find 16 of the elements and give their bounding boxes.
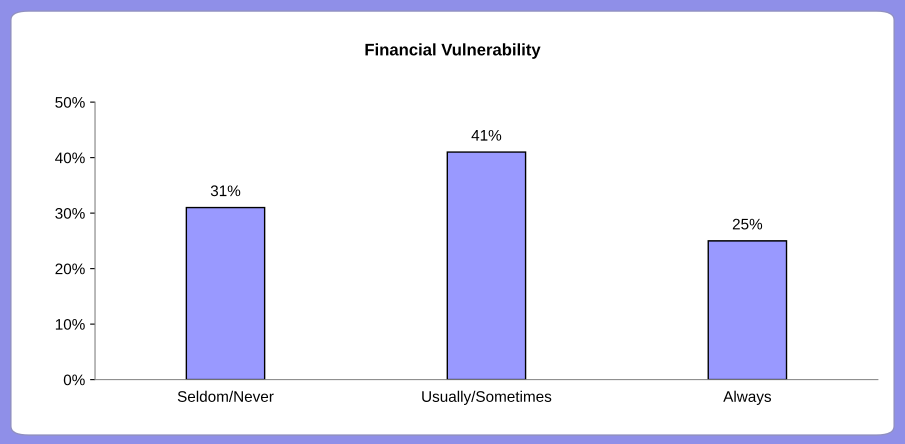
y-tick-label: 10% <box>56 318 85 330</box>
chart-title: Financial Vulnerability <box>365 43 541 59</box>
x-tick-label: Seldom/Never <box>178 390 274 402</box>
bar <box>186 206 266 380</box>
bar <box>708 240 788 380</box>
y-tick-label: 20% <box>55 263 85 274</box>
y-tick-label: 30% <box>55 208 85 219</box>
x-tick-label: Always <box>723 390 772 405</box>
data-label: 25% <box>732 218 762 230</box>
y-tick-label: 40% <box>55 152 85 164</box>
data-label: 41% <box>472 130 502 141</box>
y-tick-label: 0% <box>64 374 85 386</box>
bar <box>446 151 526 380</box>
x-tick-label: Usually/Sometimes <box>422 390 552 405</box>
y-tick-label: 50% <box>55 96 85 108</box>
data-label: 31% <box>210 185 240 196</box>
